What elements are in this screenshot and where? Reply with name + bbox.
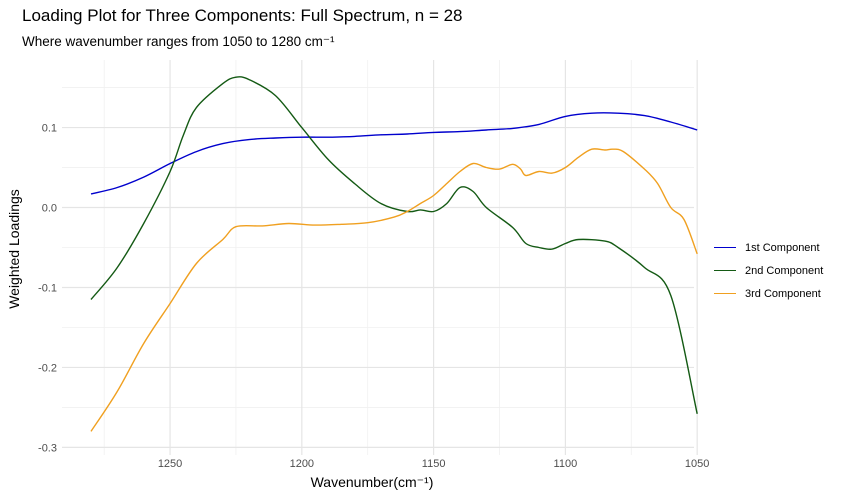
chart-title: Loading Plot for Three Components: Full … <box>22 6 463 25</box>
legend-item-1st-component: 1st Component <box>714 236 823 259</box>
x-axis-label: Wavenumber(cm⁻¹) <box>311 474 434 490</box>
legend-item-2nd-component: 2nd Component <box>714 259 823 282</box>
legend-label: 3rd Component <box>745 287 821 300</box>
legend-key-1st-component <box>714 247 736 248</box>
series-line-2nd-component <box>90 76 698 414</box>
x-tick-label: 1250 <box>158 458 182 470</box>
y-tick-label: 0.1 <box>42 123 57 135</box>
x-tick-labels: 1250 1200 1150 1100 1050 <box>158 458 710 470</box>
y-tick-label: -0.2 <box>38 362 57 374</box>
y-tick-label: -0.3 <box>38 442 57 454</box>
chart-subtitle: Where wavenumber ranges from 1050 to 128… <box>22 34 335 49</box>
series-line-1st-component <box>90 112 698 195</box>
legend: 1st Component 2nd Component 3rd Componen… <box>714 236 823 305</box>
x-tick-label: 1100 <box>554 458 578 470</box>
legend-key-3rd-component <box>714 293 736 294</box>
series-lines <box>90 76 698 432</box>
y-tick-label: 0.0 <box>42 203 57 215</box>
y-axis-label: Weighted Loadings <box>6 189 22 309</box>
series-line-3rd-component <box>90 148 698 432</box>
y-tick-labels: 0.1 0.0 -0.1 -0.2 -0.3 <box>38 123 57 455</box>
legend-label: 2nd Component <box>745 264 824 277</box>
x-tick-label: 1150 <box>422 458 446 470</box>
y-tick-label: -0.1 <box>38 282 57 294</box>
legend-label: 1st Component <box>745 241 820 254</box>
legend-key-2nd-component <box>714 270 736 271</box>
x-tick-label: 1050 <box>685 458 709 470</box>
x-tick-label: 1200 <box>290 458 314 470</box>
legend-item-3rd-component: 3rd Component <box>714 282 823 305</box>
grid-lines <box>62 60 698 455</box>
